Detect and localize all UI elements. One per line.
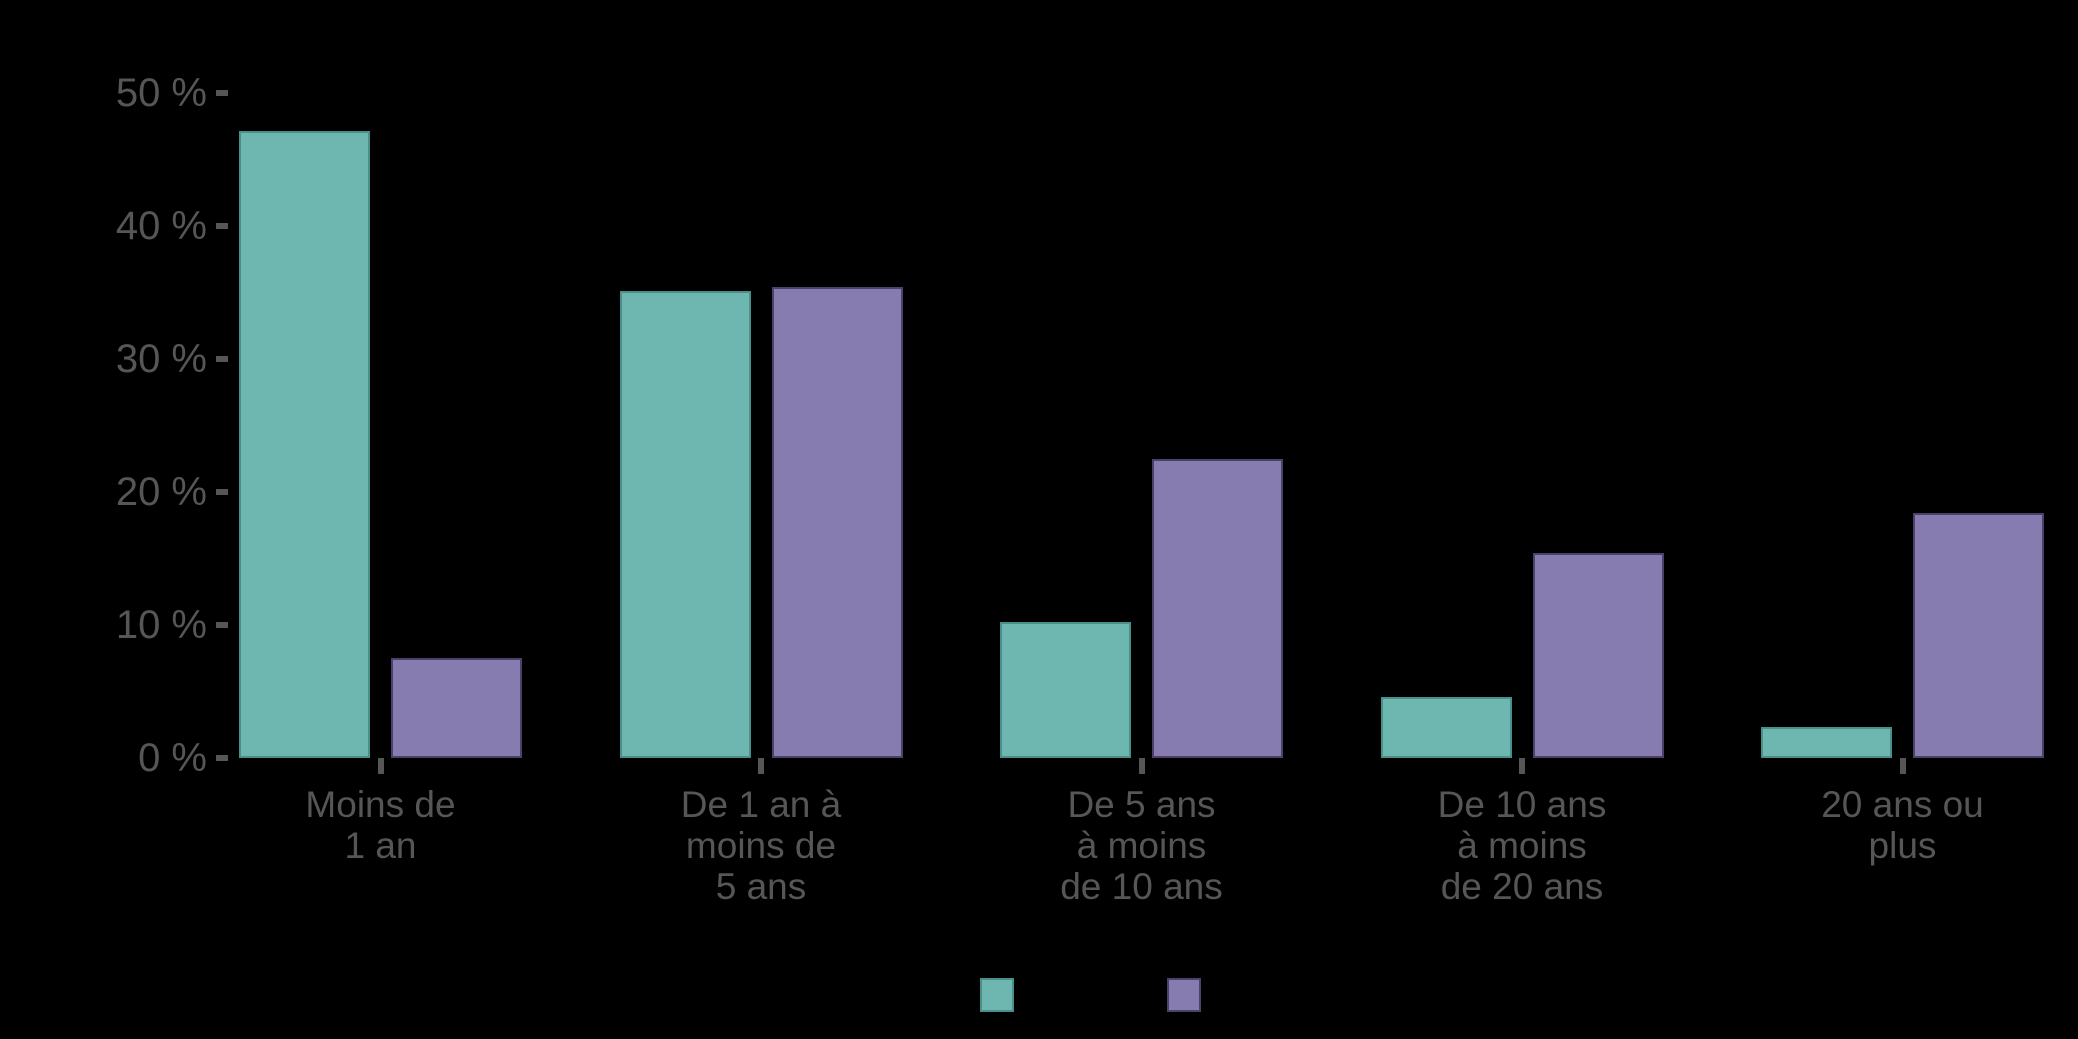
x-category-label: 20 ans ou plus bbox=[1821, 784, 1984, 866]
bar-series-1-cat-1 bbox=[239, 131, 370, 758]
y-tick-label: 0 % bbox=[138, 736, 207, 780]
x-category-label: Moins de 1 an bbox=[305, 784, 456, 866]
bar-series-2-cat-5 bbox=[1913, 513, 2044, 758]
y-tick-label: 10 % bbox=[115, 602, 207, 647]
bar-series-1-cat-5 bbox=[1761, 727, 1892, 758]
bar-series-2-cat-4 bbox=[1532, 553, 1664, 758]
y-tick-mark bbox=[216, 89, 228, 96]
bar-series-1-cat-3 bbox=[1000, 622, 1131, 758]
x-category-label: De 10 ans à moins de 20 ans bbox=[1437, 784, 1607, 907]
bar-series-1-cat-2 bbox=[619, 291, 751, 758]
y-tick-label: 40 % bbox=[115, 203, 207, 248]
y-tick-mark bbox=[216, 355, 228, 362]
x-tick-mark bbox=[377, 758, 384, 774]
legend-swatch-series-2 bbox=[1167, 978, 1201, 1012]
x-category-label: De 5 ans à moins de 10 ans bbox=[1060, 784, 1223, 907]
x-tick-mark bbox=[1138, 758, 1145, 774]
y-tick-mark bbox=[216, 755, 228, 761]
y-tick-mark bbox=[216, 222, 228, 229]
x-tick-mark bbox=[1519, 758, 1525, 774]
bar-series-2-cat-2 bbox=[771, 287, 903, 758]
legend-swatch-series-1 bbox=[980, 978, 1014, 1012]
y-tick-mark bbox=[216, 621, 228, 628]
bar-series-2-cat-1 bbox=[391, 658, 522, 758]
y-tick-label: 20 % bbox=[115, 469, 207, 514]
y-tick-label: 50 % bbox=[115, 70, 207, 115]
bar-series-2-cat-3 bbox=[1152, 459, 1283, 758]
x-category-label: De 1 an à moins de 5 ans bbox=[680, 784, 842, 907]
y-tick-label: 30 % bbox=[115, 336, 207, 381]
y-tick-mark bbox=[216, 488, 228, 495]
bar-series-1-cat-4 bbox=[1380, 697, 1512, 758]
x-tick-mark bbox=[758, 758, 764, 774]
x-tick-mark bbox=[1899, 758, 1906, 774]
